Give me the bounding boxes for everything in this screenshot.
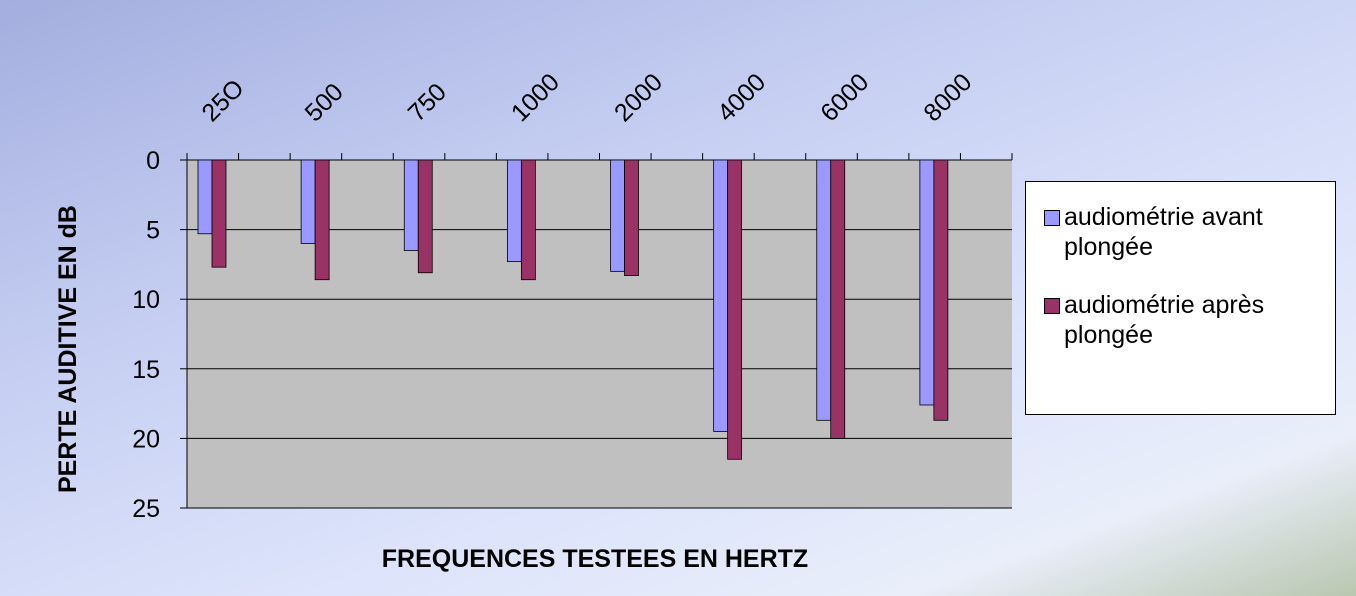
legend-swatch: [1044, 298, 1060, 314]
x-tick-label: 6000: [815, 68, 874, 127]
x-tick-label: 8000: [918, 68, 977, 127]
bar: [713, 159, 729, 432]
legend-swatch: [1044, 210, 1060, 226]
y-tick-label: 0: [146, 147, 160, 175]
bar: [727, 159, 743, 460]
y-tick-label: 20: [132, 425, 160, 453]
bar: [830, 159, 846, 439]
x-tick-label: 4000: [712, 68, 771, 127]
legend-label: audiométrie avant plongée: [1064, 203, 1263, 261]
bar: [403, 159, 419, 251]
bar: [211, 159, 227, 268]
bar: [417, 159, 433, 274]
x-tick-label: 500: [300, 78, 349, 127]
bar: [919, 159, 935, 406]
bar: [933, 159, 949, 421]
x-tick-label: 2000: [609, 68, 668, 127]
y-tick-label: 25: [132, 495, 160, 523]
legend-entry: audiométrie après plongée: [1044, 290, 1327, 350]
bar: [314, 159, 330, 281]
bar: [197, 159, 213, 235]
bar: [816, 159, 832, 421]
y-tick-label: 15: [132, 356, 160, 384]
y-tick-label: 10: [132, 286, 160, 314]
x-axis-title: FREQUENCES TESTEES EN HERTZ: [382, 545, 808, 573]
bar: [300, 159, 316, 244]
x-tick-label: 25O: [196, 74, 249, 127]
x-tick-label: 750: [403, 78, 452, 127]
legend: audiométrie avant plongée audiométrie apr…: [1025, 181, 1336, 415]
legend-label: audiométrie après plongée: [1064, 291, 1265, 349]
bar: [520, 159, 536, 281]
y-tick-label: 5: [146, 217, 160, 245]
legend-entry: audiométrie avant plongée: [1044, 202, 1327, 262]
x-tick-label: 1000: [506, 68, 565, 127]
bar: [610, 159, 625, 272]
bar: [506, 159, 522, 263]
y-axis-title: PERTE AUDITIVE EN dB: [54, 205, 82, 493]
bar: [624, 159, 639, 276]
